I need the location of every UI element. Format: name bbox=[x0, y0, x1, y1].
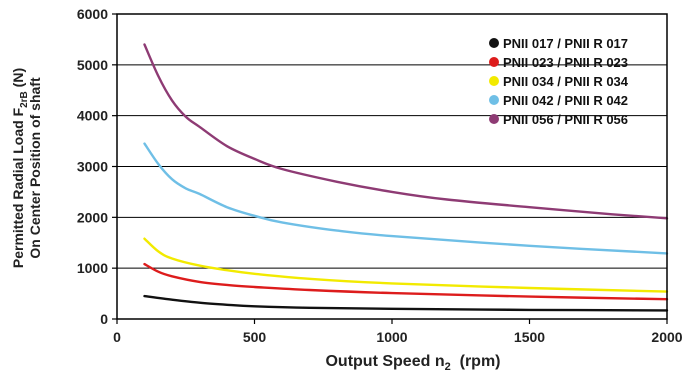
series-line bbox=[143, 43, 669, 220]
legend-label: PNII 017 / PNII R 017 bbox=[503, 36, 628, 51]
x-tick-label: 500 bbox=[243, 329, 267, 345]
x-tick-label: 1500 bbox=[514, 329, 545, 345]
series-line bbox=[143, 262, 669, 301]
legend-marker bbox=[489, 114, 499, 124]
series-line bbox=[143, 237, 669, 293]
x-axis-label-suffix: (rpm) bbox=[451, 353, 501, 370]
axis-ticks: 0 1000 2000 3000 4000 5000 6000 0 500 1000 1500 200… bbox=[77, 6, 683, 345]
legend-marker bbox=[489, 38, 499, 48]
legend-marker bbox=[489, 57, 499, 67]
legend-marker bbox=[489, 95, 499, 105]
series-line bbox=[143, 294, 669, 312]
y-tick-label: 4000 bbox=[77, 108, 108, 124]
y-axis-label-suffix: (N) bbox=[10, 68, 26, 91]
y-axis-label-main: Permitted Radial Load F bbox=[10, 107, 26, 268]
legend-label: PNII 023 / PNII R 023 bbox=[503, 55, 628, 70]
series-line bbox=[143, 142, 669, 255]
x-tick-label: 2000 bbox=[651, 329, 682, 345]
legend-label: PNII 056 / PNII R 056 bbox=[503, 112, 628, 127]
svg-text:Permitted Radial Load F2rB (N): Permitted Radial Load F2rB (N) bbox=[10, 68, 30, 268]
legend-label: PNII 034 / PNII R 034 bbox=[503, 74, 629, 89]
y-axis-label-sub: 2rB bbox=[19, 91, 30, 108]
legend-label: PNII 042 / PNII R 042 bbox=[503, 93, 628, 108]
y-tick-label: 6000 bbox=[77, 6, 108, 22]
y-tick-label: 0 bbox=[100, 311, 108, 327]
y-tick-label: 1000 bbox=[77, 260, 108, 276]
x-axis-label: Output Speed n2 (rpm) bbox=[325, 353, 500, 373]
y-axis-label: Permitted Radial Load F2rB (N) On Center… bbox=[10, 68, 43, 268]
y-tick-label: 5000 bbox=[77, 57, 108, 73]
y-axis-label-line2: On Center Position of shaft bbox=[27, 77, 43, 259]
x-tick-label: 0 bbox=[113, 329, 121, 345]
y-tick-label: 2000 bbox=[77, 209, 108, 225]
x-axis-label-main: Output Speed n bbox=[325, 353, 444, 370]
series-lines bbox=[143, 43, 669, 312]
legend-marker bbox=[489, 76, 499, 86]
y-tick-label: 3000 bbox=[77, 159, 108, 175]
legend: PNII 017 / PNII R 017 PNII 023 / PNII R 0… bbox=[489, 36, 629, 127]
x-axis-label-sub: 2 bbox=[445, 361, 451, 373]
gridlines bbox=[117, 64, 667, 269]
x-tick-label: 1000 bbox=[376, 329, 407, 345]
